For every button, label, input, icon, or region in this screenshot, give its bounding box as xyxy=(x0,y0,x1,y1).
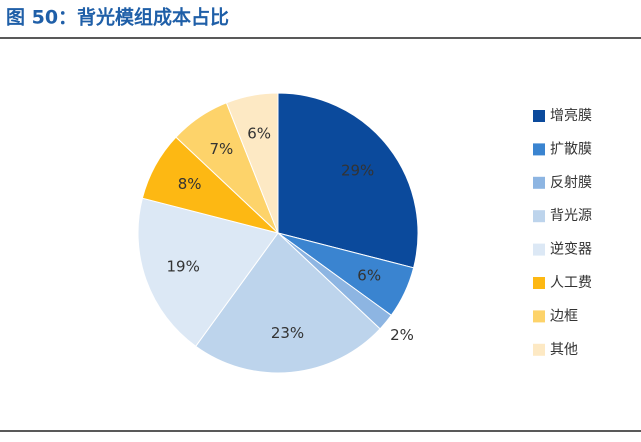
legend-swatch xyxy=(533,176,545,189)
legend-label: 反射膜 xyxy=(550,175,592,191)
chart-title: 图 50：背光模组成本占比 xyxy=(6,6,229,29)
legend-swatch xyxy=(533,343,545,356)
legend-label: 逆变器 xyxy=(550,242,592,258)
legend-label: 人工费 xyxy=(550,275,592,291)
legend-label: 边框 xyxy=(550,308,578,324)
data-label: 7% xyxy=(209,140,233,158)
data-label: 29% xyxy=(341,162,374,180)
legend-swatch xyxy=(533,143,545,156)
data-label: 6% xyxy=(357,266,381,284)
pie-slice xyxy=(277,92,419,269)
legend-swatch xyxy=(533,243,545,256)
data-label: 2% xyxy=(390,326,414,344)
legend-swatch xyxy=(533,210,545,223)
pie-slice xyxy=(195,232,381,374)
pie-slice xyxy=(225,92,279,234)
legend-label: 扩散膜 xyxy=(550,141,592,157)
legend-label: 背光源 xyxy=(550,208,592,224)
pie-slice xyxy=(137,197,279,347)
data-label: 8% xyxy=(178,175,202,193)
legend-swatch xyxy=(533,110,545,122)
legend-swatch xyxy=(533,310,545,323)
legend-swatch xyxy=(533,277,545,289)
legend-label: 其他 xyxy=(550,342,578,358)
legend-label: 增亮膜 xyxy=(550,107,592,124)
data-label: 23% xyxy=(271,324,304,342)
data-label: 6% xyxy=(247,124,271,142)
data-label: 19% xyxy=(166,258,199,276)
